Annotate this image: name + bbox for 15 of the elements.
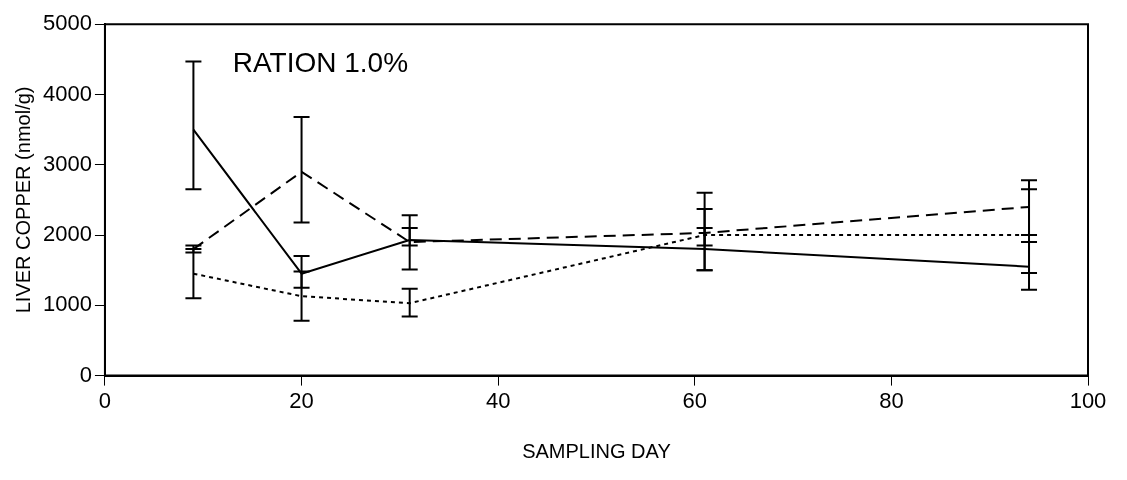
x-tick-label: 100: [1069, 387, 1107, 413]
y-axis-title: LIVER COPPER (nmol/g): [11, 86, 34, 314]
annotation: RATION 1.0%: [232, 46, 409, 78]
x-tick-label: 20: [289, 387, 314, 413]
y-tick-label: 4000: [42, 80, 92, 106]
y-tick-label: 5000: [42, 10, 92, 36]
x-tick-label: 0: [98, 387, 112, 413]
y-tick-label: 3000: [42, 150, 92, 176]
x-tick-label: 60: [682, 387, 708, 413]
x-tick-label: 80: [879, 387, 904, 413]
y-tick-label: 1000: [42, 291, 92, 317]
x-tick-label: 40: [485, 387, 511, 413]
y-tick-label: 0: [79, 361, 92, 387]
x-axis-title: SAMPLING DAY: [522, 439, 671, 462]
y-tick-label: 2000: [42, 221, 92, 247]
